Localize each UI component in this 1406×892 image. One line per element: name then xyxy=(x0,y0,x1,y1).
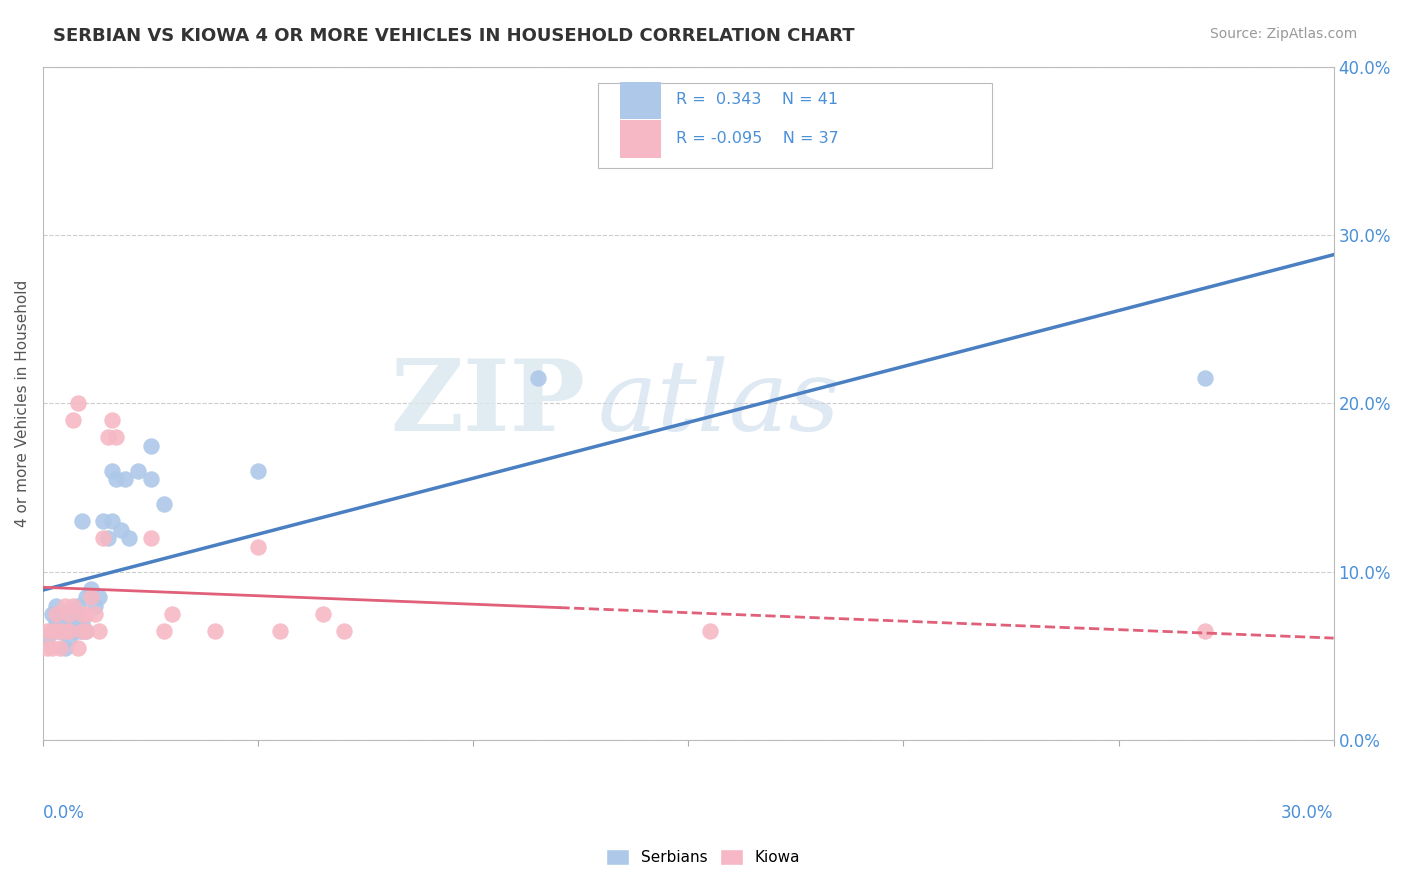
Point xyxy=(1194,371,1216,385)
Point xyxy=(75,607,97,621)
Text: 0.0%: 0.0% xyxy=(44,805,86,822)
Point xyxy=(75,624,97,638)
Text: R =  0.343    N = 41: R = 0.343 N = 41 xyxy=(675,93,838,107)
Point xyxy=(105,472,128,486)
Text: ZIP: ZIP xyxy=(391,355,585,452)
Point xyxy=(127,464,149,478)
Point xyxy=(62,413,84,427)
Point xyxy=(49,624,72,638)
Point xyxy=(97,430,120,444)
Point xyxy=(66,599,89,613)
Point xyxy=(79,582,101,596)
Point xyxy=(152,624,174,638)
Point xyxy=(101,464,124,478)
Point xyxy=(93,531,115,545)
Point xyxy=(41,607,63,621)
Text: Source: ZipAtlas.com: Source: ZipAtlas.com xyxy=(1209,27,1357,41)
Point xyxy=(45,607,67,621)
Point xyxy=(45,624,67,638)
Point xyxy=(70,624,93,638)
Point xyxy=(527,371,550,385)
Point xyxy=(114,472,136,486)
Point xyxy=(41,624,63,638)
Point xyxy=(70,624,93,638)
Legend: Serbians, Kiowa: Serbians, Kiowa xyxy=(599,843,807,871)
Point xyxy=(139,531,162,545)
Point xyxy=(58,632,80,647)
Point xyxy=(66,396,89,410)
Text: 30.0%: 30.0% xyxy=(1281,805,1334,822)
Point xyxy=(83,599,105,613)
Point xyxy=(66,640,89,655)
Text: atlas: atlas xyxy=(598,356,841,451)
Point xyxy=(75,624,97,638)
Point xyxy=(152,498,174,512)
Point xyxy=(53,640,76,655)
FancyBboxPatch shape xyxy=(598,84,991,168)
Point xyxy=(53,599,76,613)
Point xyxy=(247,464,270,478)
Point xyxy=(37,632,59,647)
Point xyxy=(97,531,120,545)
Point xyxy=(699,624,721,638)
Point xyxy=(66,624,89,638)
Point xyxy=(66,615,89,630)
Point xyxy=(312,607,335,621)
Point xyxy=(118,531,141,545)
Point xyxy=(41,624,63,638)
Point xyxy=(333,624,356,638)
Point xyxy=(269,624,291,638)
Point xyxy=(53,624,76,638)
Point xyxy=(58,607,80,621)
Point xyxy=(105,430,128,444)
Bar xyxy=(620,82,661,119)
Point xyxy=(87,624,110,638)
Point xyxy=(37,624,59,638)
Point xyxy=(101,514,124,528)
Point xyxy=(110,523,132,537)
Point xyxy=(62,624,84,638)
Point xyxy=(93,514,115,528)
Point xyxy=(58,624,80,638)
Point xyxy=(53,607,76,621)
Point xyxy=(53,624,76,638)
Point xyxy=(62,599,84,613)
Point xyxy=(83,607,105,621)
Point xyxy=(1194,624,1216,638)
Point xyxy=(139,472,162,486)
Point xyxy=(247,540,270,554)
Point xyxy=(70,615,93,630)
Point xyxy=(139,438,162,452)
Point xyxy=(79,590,101,604)
Point xyxy=(101,413,124,427)
Point xyxy=(75,590,97,604)
Point xyxy=(70,607,93,621)
Point xyxy=(45,615,67,630)
Point xyxy=(70,514,93,528)
Point xyxy=(45,599,67,613)
Point xyxy=(204,624,226,638)
Text: R = -0.095    N = 37: R = -0.095 N = 37 xyxy=(675,131,838,146)
Point xyxy=(45,624,67,638)
Point xyxy=(49,640,72,655)
Point xyxy=(62,607,84,621)
Bar xyxy=(620,120,661,158)
Point xyxy=(49,615,72,630)
Point xyxy=(58,615,80,630)
Y-axis label: 4 or more Vehicles in Household: 4 or more Vehicles in Household xyxy=(15,280,30,527)
Point xyxy=(87,590,110,604)
Text: SERBIAN VS KIOWA 4 OR MORE VEHICLES IN HOUSEHOLD CORRELATION CHART: SERBIAN VS KIOWA 4 OR MORE VEHICLES IN H… xyxy=(53,27,855,45)
Point xyxy=(49,624,72,638)
Point xyxy=(162,607,184,621)
Point xyxy=(41,640,63,655)
Point xyxy=(37,640,59,655)
